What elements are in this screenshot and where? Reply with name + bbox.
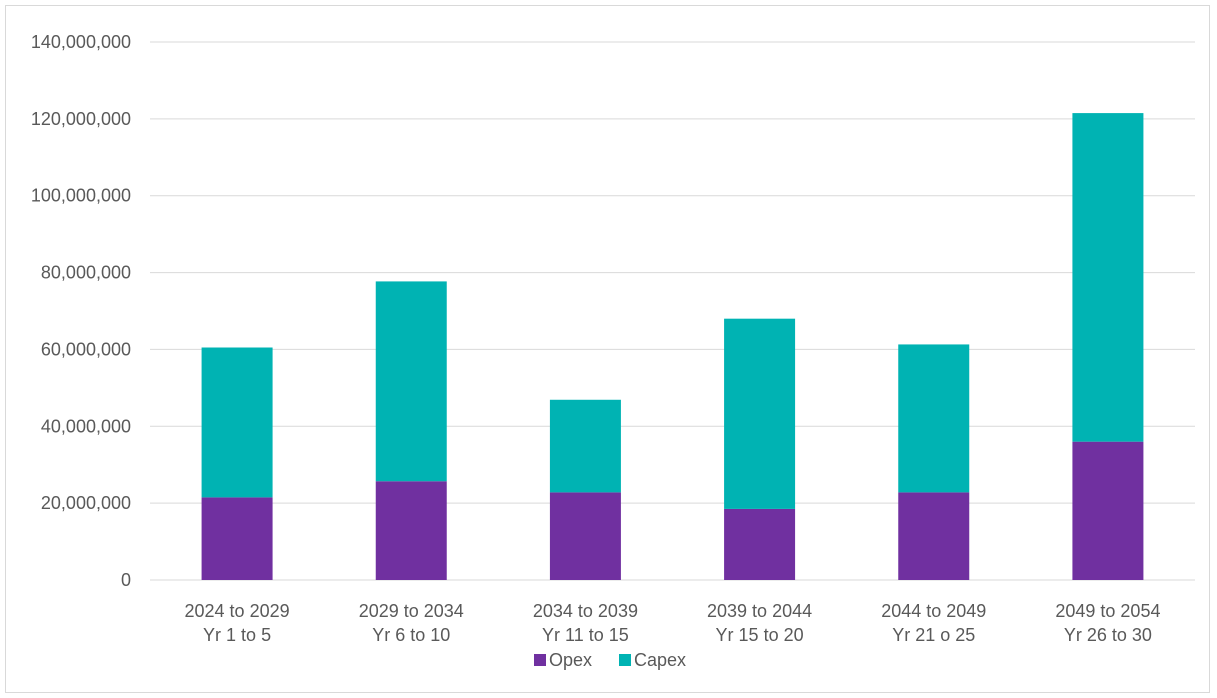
x-tick-label: Yr 6 to 10 xyxy=(372,625,450,645)
x-tick-label: Yr 1 to 5 xyxy=(203,625,271,645)
y-tick-label: 60,000,000 xyxy=(41,339,131,359)
bar-opex xyxy=(549,492,621,580)
y-tick-label: 120,000,000 xyxy=(31,109,131,129)
bar-capex xyxy=(375,281,447,482)
x-tick-label: Yr 26 to 30 xyxy=(1064,625,1152,645)
x-tick-label: 2034 to 2039 xyxy=(533,601,638,621)
y-tick-label: 80,000,000 xyxy=(41,263,131,283)
bar-capex xyxy=(549,399,621,493)
x-tick-label: Yr 15 to 20 xyxy=(716,625,804,645)
x-tick-label: 2044 to 2049 xyxy=(881,601,986,621)
bar-opex xyxy=(724,508,796,580)
bar-capex xyxy=(1072,113,1144,442)
legend-label-opex: Opex xyxy=(549,650,592,670)
y-axis-ticks: 0 20,000,000 40,000,000 60,000,000 80,000,00… xyxy=(31,32,131,590)
gridlines xyxy=(150,41,1195,581)
legend-swatch-capex xyxy=(619,654,631,666)
bar-capex xyxy=(898,344,970,493)
x-tick-label: 2049 to 2054 xyxy=(1055,601,1160,621)
x-tick-label: 2024 to 2029 xyxy=(185,601,290,621)
legend: Opex Capex xyxy=(534,650,686,670)
y-tick-label: 0 xyxy=(121,570,131,590)
bar-capex xyxy=(724,318,796,509)
x-tick-label: Yr 11 to 15 xyxy=(542,625,629,645)
bar-opex xyxy=(1072,441,1144,580)
bar-opex xyxy=(898,492,970,580)
y-tick-label: 100,000,000 xyxy=(31,186,131,206)
bar-opex xyxy=(201,497,273,580)
x-axis-ticks: 2024 to 2029 Yr 1 to 5 2029 to 2034 Yr 6 to… xyxy=(185,601,1161,645)
y-tick-label: 20,000,000 xyxy=(41,493,131,513)
y-tick-label: 140,000,000 xyxy=(31,32,131,52)
x-tick-label: 2029 to 2034 xyxy=(359,601,464,621)
y-tick-label: 40,000,000 xyxy=(41,416,131,436)
x-tick-label: Yr 21 o 25 xyxy=(892,625,975,645)
x-tick-label: 2039 to 2044 xyxy=(707,601,812,621)
bar-capex xyxy=(201,347,273,498)
bar-opex xyxy=(375,481,447,580)
bars xyxy=(201,113,1144,580)
legend-swatch-opex xyxy=(534,654,546,666)
legend-label-capex: Capex xyxy=(634,650,686,670)
